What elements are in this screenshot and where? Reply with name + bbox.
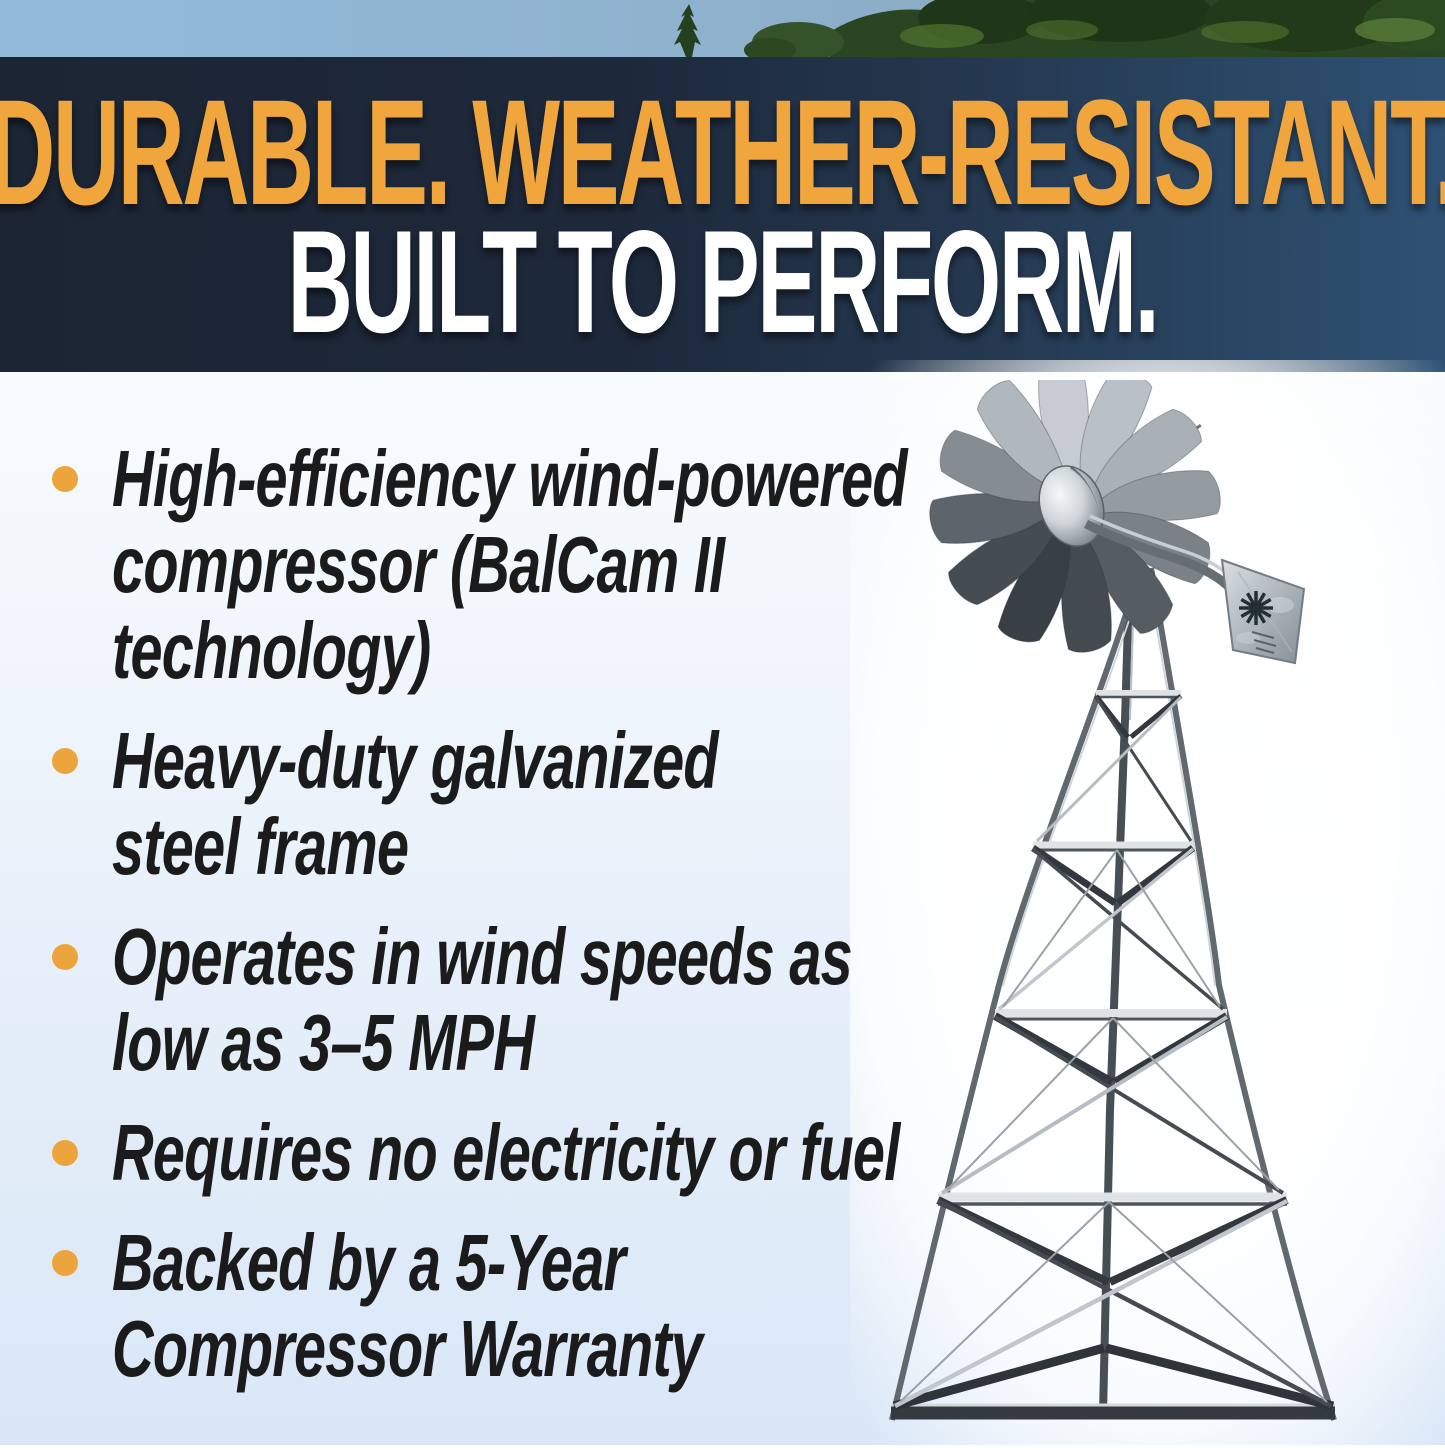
- feature-line: High-efficiency wind-powered: [112, 434, 908, 523]
- feature-line: Compressor Warranty: [112, 1304, 703, 1393]
- headline-line-2: BUILT TO PERFORM.: [287, 199, 1160, 363]
- bullet-icon: [52, 1140, 78, 1166]
- tower-v-braces: [892, 694, 1335, 1411]
- feature-item: High-efficiency wind-powered compressor …: [52, 436, 912, 694]
- tower-leg-right: [1148, 567, 1337, 1421]
- sky-trees-illustration: [0, 0, 1445, 62]
- headline-line-1: DURABLE. WEATHER-RESISTANT.: [0, 67, 1445, 236]
- feature-item: Operates in wind speeds as low as 3–5 MP…: [52, 914, 912, 1086]
- sunburst-logo: [1239, 591, 1277, 654]
- tower-x-braces: [893, 695, 1333, 1408]
- feature-line: compressor (BalCam II: [112, 520, 725, 609]
- small-tree: [674, 4, 701, 57]
- tower-leg-left: [889, 567, 1144, 1421]
- windmill-head: [929, 361, 1306, 665]
- tower: [889, 524, 1337, 1421]
- bullet-icon: [52, 944, 78, 970]
- feature-item: Heavy-duty galvanized steel frame: [52, 718, 912, 890]
- headline-banner: DURABLE. WEATHER-RESISTANT. BUILT TO PER…: [0, 57, 1445, 372]
- windmill-photo: [870, 361, 1445, 1450]
- tail-vane: [1220, 558, 1306, 665]
- feature-line: Requires no electricity or fuel: [112, 1108, 900, 1197]
- feature-text: Operates in wind speeds as low as 3–5 MP…: [112, 912, 853, 1087]
- feature-line: technology): [112, 606, 431, 695]
- feature-line: steel frame: [112, 802, 409, 891]
- trees: [674, 0, 1445, 62]
- feature-item: Backed by a 5-Year Compressor Warranty: [52, 1220, 912, 1392]
- feature-line: Operates in wind speeds as: [112, 912, 853, 1001]
- feature-line: Heavy-duty galvanized: [112, 716, 719, 805]
- feature-text: Heavy-duty galvanized steel frame: [112, 716, 719, 891]
- tower-girts: [891, 690, 1335, 1420]
- bullet-icon: [52, 748, 78, 774]
- feature-text: High-efficiency wind-powered compressor …: [112, 434, 908, 695]
- feature-list: High-efficiency wind-powered compressor …: [52, 436, 912, 1416]
- windmill-illustration: [889, 361, 1337, 1421]
- feature-line: Backed by a 5-Year: [112, 1218, 626, 1307]
- bullet-icon: [52, 466, 78, 492]
- feature-item: Requires no electricity or fuel: [52, 1110, 912, 1196]
- bullet-icon: [52, 1250, 78, 1276]
- fan: [929, 361, 1221, 653]
- feature-text: Backed by a 5-Year Compressor Warranty: [112, 1218, 703, 1393]
- feature-line: low as 3–5 MPH: [112, 998, 535, 1087]
- feature-text: Requires no electricity or fuel: [112, 1110, 900, 1196]
- sky-trees-photo: [0, 0, 1445, 62]
